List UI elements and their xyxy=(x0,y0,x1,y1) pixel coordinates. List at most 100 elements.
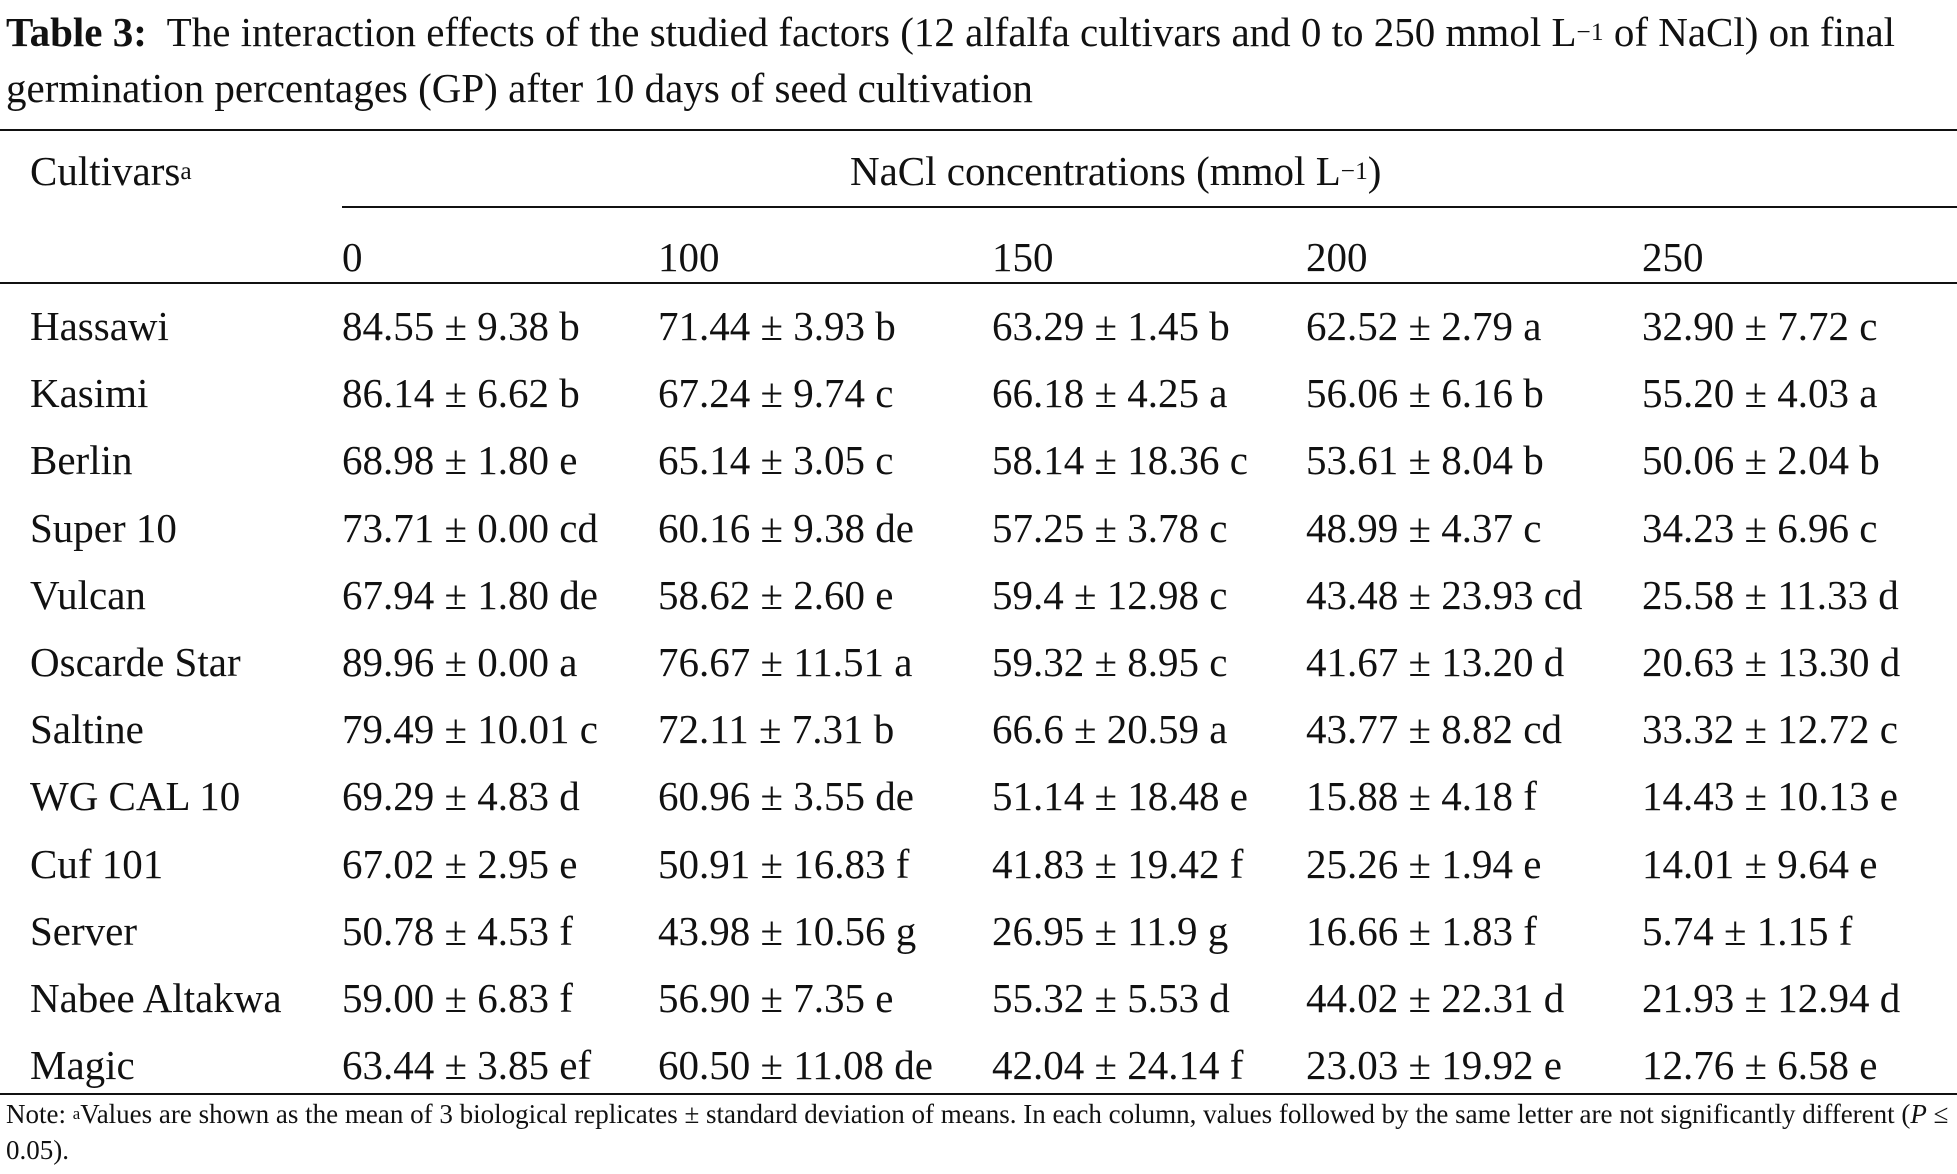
gp-value-cell: 67.94 ± 1.80 de xyxy=(342,572,598,618)
gp-value-cell: 57.25 ± 3.78 c xyxy=(992,505,1228,551)
concentration-column-header: 100 xyxy=(658,234,720,280)
cultivar-name: Berlin xyxy=(30,437,133,483)
gp-value-cell: 69.29 ± 4.83 d xyxy=(342,773,580,819)
concentration-header: NaCl concentrations (mmol L−1) xyxy=(850,146,1381,196)
table-caption: Table 3: The interaction effects of the … xyxy=(6,4,1952,116)
gp-value-cell: 84.55 ± 9.38 b xyxy=(342,303,580,349)
gp-value-cell: 68.98 ± 1.80 e xyxy=(342,437,578,483)
gp-value-cell: 43.98 ± 10.56 g xyxy=(658,908,917,954)
gp-value-cell: 55.32 ± 5.53 d xyxy=(992,975,1230,1021)
concentration-column-header: 0 xyxy=(342,234,363,280)
cultivar-name: WG CAL 10 xyxy=(30,773,241,819)
gp-value-cell: 34.23 ± 6.96 c xyxy=(1642,505,1878,551)
gp-value-cell: 73.71 ± 0.00 cd xyxy=(342,505,598,551)
gp-value-cell: 58.62 ± 2.60 e xyxy=(658,572,894,618)
top-rule xyxy=(0,129,1957,131)
gp-value-cell: 72.11 ± 7.31 b xyxy=(658,706,895,752)
gp-value-cell: 60.50 ± 11.08 de xyxy=(658,1042,933,1088)
gp-value-cell: 14.01 ± 9.64 e xyxy=(1642,841,1878,887)
gp-value-cell: 63.29 ± 1.45 b xyxy=(992,303,1230,349)
gp-value-cell: 41.83 ± 19.42 f xyxy=(992,841,1244,887)
bottom-rule xyxy=(0,1093,1957,1095)
gp-value-cell: 23.03 ± 19.92 e xyxy=(1306,1042,1562,1088)
gp-value-cell: 66.6 ± 20.59 a xyxy=(992,706,1228,752)
concentration-column-header: 150 xyxy=(992,234,1054,280)
cultivars-header: Cultivarsa xyxy=(30,146,192,196)
gp-value-cell: 14.43 ± 10.13 e xyxy=(1642,773,1898,819)
gp-value-cell: 58.14 ± 18.36 c xyxy=(992,437,1248,483)
gp-value-cell: 66.18 ± 4.25 a xyxy=(992,370,1228,416)
gp-value-cell: 5.74 ± 1.15 f xyxy=(1642,908,1853,954)
gp-value-cell: 62.52 ± 2.79 a xyxy=(1306,303,1542,349)
cultivars-header-label: Cultivars xyxy=(30,148,181,194)
note-superscript: a xyxy=(72,1103,81,1123)
gp-value-cell: 50.91 ± 16.83 f xyxy=(658,841,910,887)
gp-value-cell: 56.90 ± 7.35 e xyxy=(658,975,894,1021)
cultivars-header-superscript: a xyxy=(180,156,192,185)
concentration-column-header: 250 xyxy=(1642,234,1704,280)
caption-superscript: −1 xyxy=(1576,17,1604,46)
gp-value-cell: 48.99 ± 4.37 c xyxy=(1306,505,1542,551)
gp-value-cell: 65.14 ± 3.05 c xyxy=(658,437,894,483)
caption-label: Table 3: xyxy=(6,9,147,55)
cultivar-name: Vulcan xyxy=(30,572,146,618)
gp-value-cell: 44.02 ± 22.31 d xyxy=(1306,975,1565,1021)
gp-value-cell: 50.78 ± 4.53 f xyxy=(342,908,573,954)
header-sub-rule xyxy=(342,206,1957,208)
table-note: Note: aValues are shown as the mean of 3… xyxy=(6,1096,1952,1168)
gp-value-cell: 53.61 ± 8.04 b xyxy=(1306,437,1544,483)
gp-value-cell: 59.32 ± 8.95 c xyxy=(992,639,1228,685)
cultivar-name: Saltine xyxy=(30,706,144,752)
concentration-header-label: NaCl concentrations (mmol L xyxy=(850,148,1341,194)
gp-value-cell: 43.48 ± 23.93 cd xyxy=(1306,572,1583,618)
caption-text-continued: of NaCl) on final germination percentage… xyxy=(6,9,1896,111)
gp-value-cell: 51.14 ± 18.48 e xyxy=(992,773,1248,819)
cultivar-name: Server xyxy=(30,908,138,954)
gp-value-cell: 50.06 ± 2.04 b xyxy=(1642,437,1880,483)
gp-value-cell: 56.06 ± 6.16 b xyxy=(1306,370,1544,416)
cultivar-name: Nabee Altakwa xyxy=(30,975,282,1021)
gp-value-cell: 26.95 ± 11.9 g xyxy=(992,908,1229,954)
gp-value-cell: 32.90 ± 7.72 c xyxy=(1642,303,1878,349)
gp-value-cell: 63.44 ± 3.85 ef xyxy=(342,1042,592,1088)
gp-value-cell: 25.26 ± 1.94 e xyxy=(1306,841,1542,887)
gp-value-cell: 89.96 ± 0.00 a xyxy=(342,639,578,685)
note-p-text: ≤ 0.05). xyxy=(6,1099,1949,1165)
concentration-column-header: 200 xyxy=(1306,234,1368,280)
gp-value-cell: 33.32 ± 12.72 c xyxy=(1642,706,1898,752)
gp-value-cell: 42.04 ± 24.14 f xyxy=(992,1042,1244,1088)
gp-value-cell: 79.49 ± 10.01 c xyxy=(342,706,598,752)
concentration-header-superscript: −1 xyxy=(1340,156,1368,185)
cultivar-name: Super 10 xyxy=(30,505,177,551)
gp-value-cell: 21.93 ± 12.94 d xyxy=(1642,975,1901,1021)
note-text: Values are shown as the mean of 3 biolog… xyxy=(80,1099,1911,1129)
gp-value-cell: 71.44 ± 3.93 b xyxy=(658,303,896,349)
gp-value-cell: 20.63 ± 13.30 d xyxy=(1642,639,1901,685)
gp-value-cell: 86.14 ± 6.62 b xyxy=(342,370,580,416)
cultivar-name: Hassawi xyxy=(30,303,169,349)
gp-value-cell: 55.20 ± 4.03 a xyxy=(1642,370,1878,416)
gp-value-cell: 60.16 ± 9.38 de xyxy=(658,505,914,551)
gp-value-cell: 59.00 ± 6.83 f xyxy=(342,975,573,1021)
gp-value-cell: 67.02 ± 2.95 e xyxy=(342,841,578,887)
concentration-header-close: ) xyxy=(1367,148,1382,194)
note-p-symbol: P xyxy=(1910,1099,1927,1129)
gp-value-cell: 43.77 ± 8.82 cd xyxy=(1306,706,1562,752)
cultivar-name: Magic xyxy=(30,1042,135,1088)
cultivar-name: Oscarde Star xyxy=(30,639,241,685)
gp-value-cell: 67.24 ± 9.74 c xyxy=(658,370,894,416)
header-bottom-rule xyxy=(0,282,1957,284)
gp-value-cell: 60.96 ± 3.55 de xyxy=(658,773,914,819)
cultivar-name: Cuf 101 xyxy=(30,841,164,887)
gp-value-cell: 59.4 ± 12.98 c xyxy=(992,572,1228,618)
gp-value-cell: 76.67 ± 11.51 a xyxy=(658,639,913,685)
caption-text: The interaction effects of the studied f… xyxy=(166,9,1577,55)
gp-value-cell: 41.67 ± 13.20 d xyxy=(1306,639,1565,685)
gp-value-cell: 15.88 ± 4.18 f xyxy=(1306,773,1537,819)
cultivar-name: Kasimi xyxy=(30,370,149,416)
note-prefix: Note: xyxy=(6,1099,73,1129)
gp-value-cell: 25.58 ± 11.33 d xyxy=(1642,572,1899,618)
gp-value-cell: 12.76 ± 6.58 e xyxy=(1642,1042,1878,1088)
gp-value-cell: 16.66 ± 1.83 f xyxy=(1306,908,1537,954)
